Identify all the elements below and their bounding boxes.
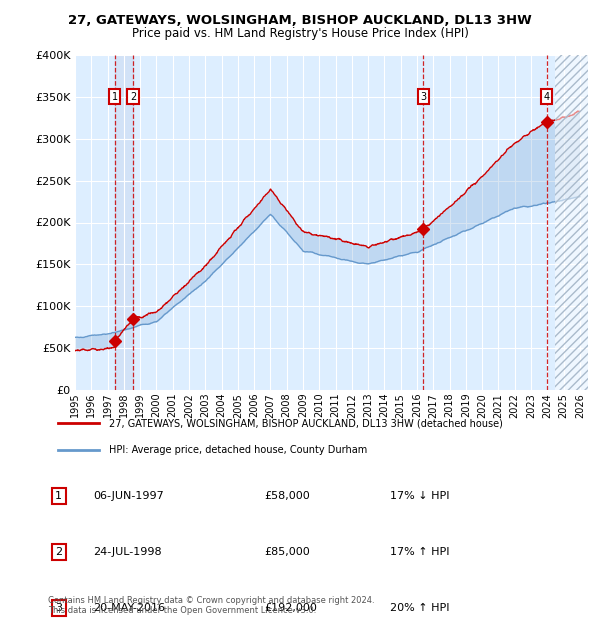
Text: 27, GATEWAYS, WOLSINGHAM, BISHOP AUCKLAND, DL13 3HW: 27, GATEWAYS, WOLSINGHAM, BISHOP AUCKLAN… [68,14,532,27]
Text: 17% ↓ HPI: 17% ↓ HPI [390,491,449,501]
Text: 2: 2 [130,92,136,102]
Text: 1: 1 [112,92,118,102]
Text: £85,000: £85,000 [264,547,310,557]
Text: HPI: Average price, detached house, County Durham: HPI: Average price, detached house, Coun… [109,445,367,454]
Text: 24-JUL-1998: 24-JUL-1998 [93,547,161,557]
Text: £192,000: £192,000 [264,603,317,613]
Text: £58,000: £58,000 [264,491,310,501]
Text: 1: 1 [55,491,62,501]
Text: 20-MAY-2016: 20-MAY-2016 [93,603,165,613]
Text: 20% ↑ HPI: 20% ↑ HPI [390,603,449,613]
Text: 4: 4 [544,92,550,102]
Bar [115,55,133,390]
Text: Contains HM Land Registry data © Crown copyright and database right 2024.
This d: Contains HM Land Registry data © Crown c… [48,596,374,615]
Text: 3: 3 [420,92,426,102]
Text: 3: 3 [55,603,62,613]
Text: 06-JUN-1997: 06-JUN-1997 [93,491,164,501]
Text: 17% ↑ HPI: 17% ↑ HPI [390,547,449,557]
Text: 2: 2 [55,547,62,557]
Text: Price paid vs. HM Land Registry's House Price Index (HPI): Price paid vs. HM Land Registry's House … [131,27,469,40]
Text: 27, GATEWAYS, WOLSINGHAM, BISHOP AUCKLAND, DL13 3HW (detached house): 27, GATEWAYS, WOLSINGHAM, BISHOP AUCKLAN… [109,418,503,428]
